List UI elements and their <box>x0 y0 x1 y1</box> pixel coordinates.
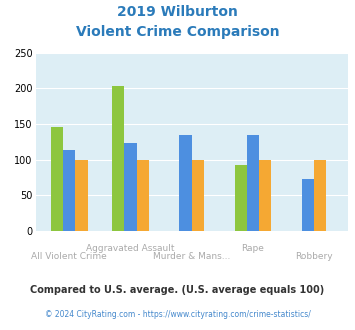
Text: Violent Crime Comparison: Violent Crime Comparison <box>76 25 279 39</box>
Text: © 2024 CityRating.com - https://www.cityrating.com/crime-statistics/: © 2024 CityRating.com - https://www.city… <box>45 310 310 319</box>
Text: Murder & Mans...: Murder & Mans... <box>153 252 230 261</box>
Text: All Violent Crime: All Violent Crime <box>31 252 107 261</box>
Bar <box>63 150 75 231</box>
Bar <box>302 179 314 231</box>
Bar <box>51 127 63 231</box>
Bar <box>75 160 88 231</box>
Text: Compared to U.S. average. (U.S. average equals 100): Compared to U.S. average. (U.S. average … <box>31 285 324 295</box>
Bar <box>179 135 192 231</box>
Text: Aggravated Assault: Aggravated Assault <box>86 244 175 253</box>
Legend: Wilburton, Oklahoma, National: Wilburton, Oklahoma, National <box>61 329 322 330</box>
Bar <box>235 165 247 231</box>
Text: Robbery: Robbery <box>295 252 333 261</box>
Bar <box>259 160 271 231</box>
Bar <box>192 160 204 231</box>
Bar <box>247 135 259 231</box>
Bar <box>112 85 124 231</box>
Bar <box>137 160 149 231</box>
Bar <box>314 160 327 231</box>
Text: 2019 Wilburton: 2019 Wilburton <box>117 5 238 19</box>
Bar <box>124 143 137 231</box>
Text: Rape: Rape <box>241 244 264 253</box>
